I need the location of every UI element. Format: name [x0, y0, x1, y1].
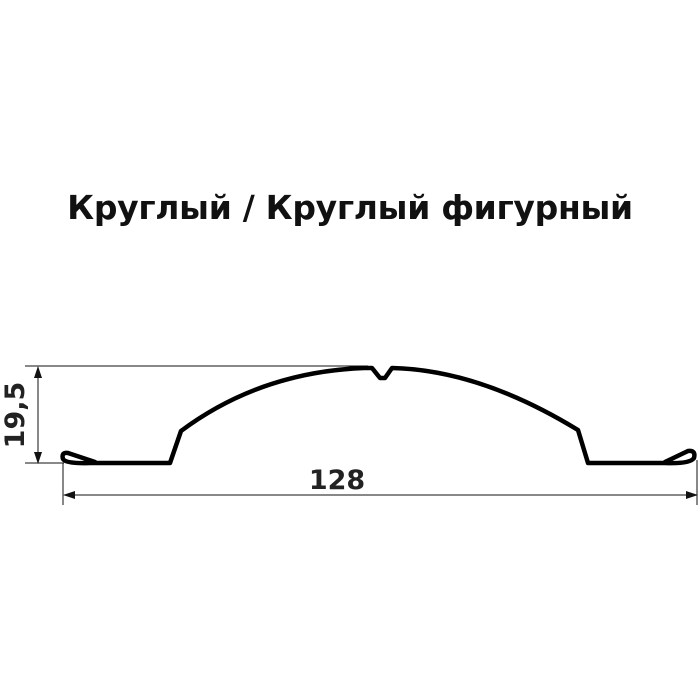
profile-outline: [60, 365, 697, 466]
diagram-title: Круглый / Круглый фигурный: [67, 188, 633, 227]
width-label: 128: [309, 465, 365, 496]
height-label: 19,5: [0, 382, 31, 449]
